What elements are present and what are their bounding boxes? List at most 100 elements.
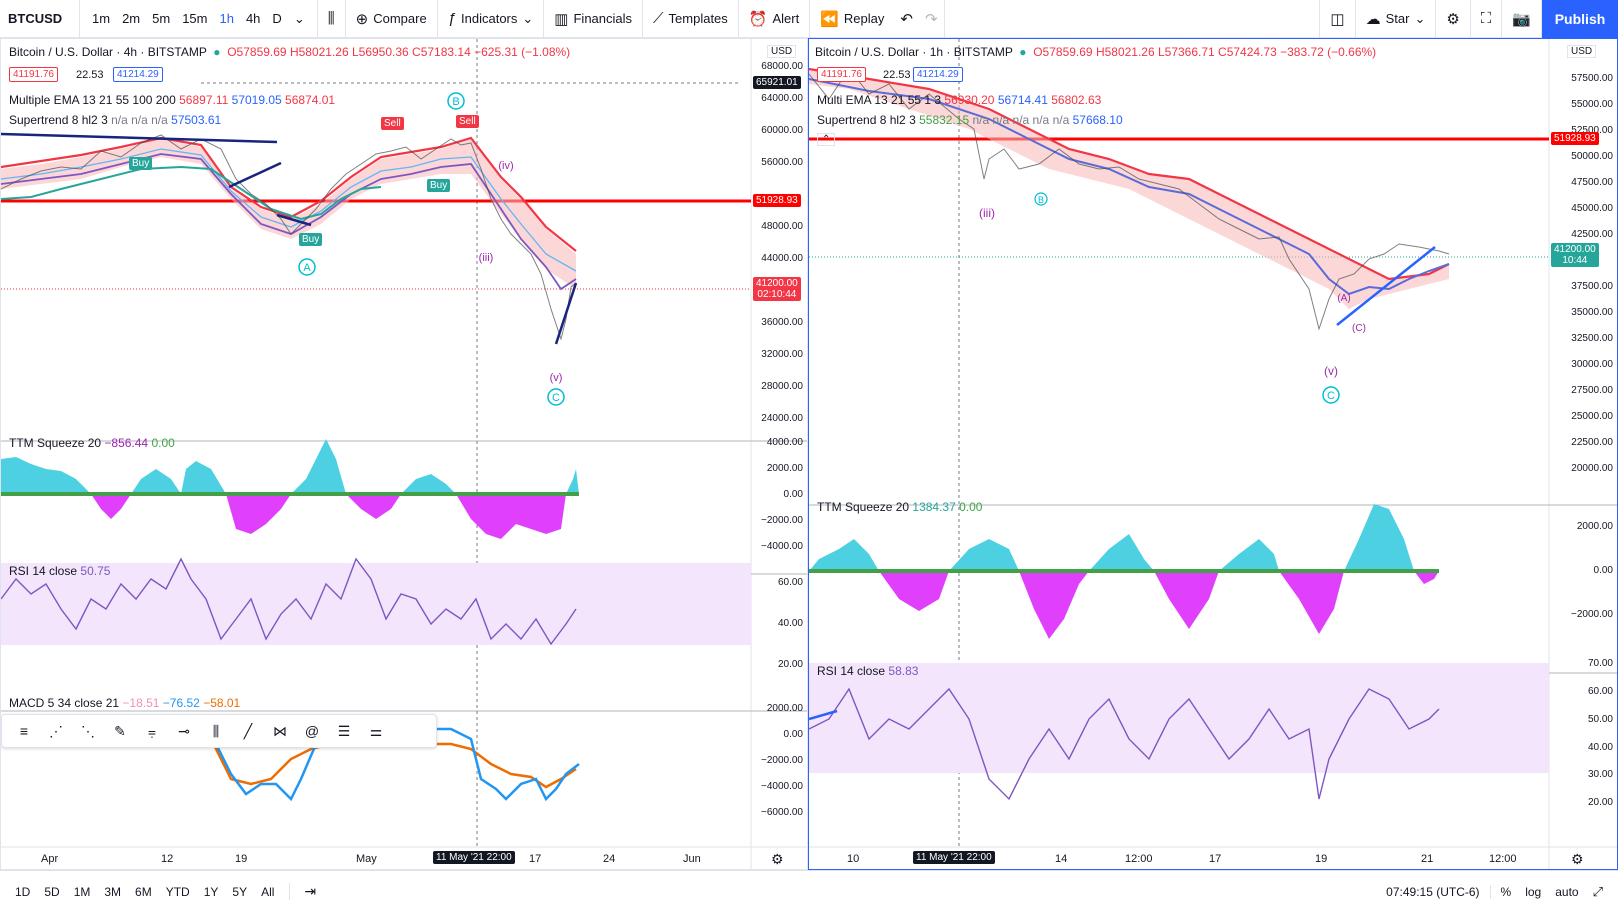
- percent-toggle[interactable]: %: [1500, 884, 1512, 899]
- interval-5m[interactable]: 5m: [152, 11, 171, 26]
- wave-pattern-icon[interactable]: ⋰: [49, 722, 63, 739]
- financials-button[interactable]: ▥ Financials: [544, 0, 644, 38]
- range-1y[interactable]: 1Y: [203, 884, 219, 899]
- price-tick: 24000.00: [761, 413, 803, 424]
- auto-toggle[interactable]: auto: [1555, 884, 1579, 899]
- wave-c-label: C: [552, 392, 560, 404]
- wave-iii-label: (iii): [479, 252, 494, 264]
- range-3m[interactable]: 3M: [104, 884, 122, 899]
- price-tick: 60000.00: [761, 125, 803, 136]
- redo-button[interactable]: ↷: [919, 0, 945, 38]
- left-chart-pane[interactable]: B A C (v) (iii) (iv) Bitcoin / U.S. Dol: [0, 38, 808, 870]
- range-1d[interactable]: 1D: [15, 884, 31, 899]
- camera-icon: 📷: [1512, 10, 1531, 28]
- chevron-down-icon[interactable]: ⌄: [293, 10, 305, 26]
- wave-c-small-label: (C): [1352, 323, 1366, 334]
- right-chart-canvas[interactable]: (iii) B (A) (C) (v) C: [809, 39, 1618, 870]
- range-1m[interactable]: 1M: [73, 884, 91, 899]
- range-ytd[interactable]: YTD: [165, 884, 190, 899]
- gear-icon[interactable]: ⚙: [771, 851, 784, 867]
- rsi-tick: 20.00: [777, 659, 803, 670]
- price-tick: 64000.00: [761, 93, 803, 104]
- bid-price[interactable]: 41191.76: [9, 67, 58, 82]
- supertrend-legend-title: Supertrend 8 hl2 3: [817, 113, 916, 127]
- screenshot-button[interactable]: 📷: [1502, 0, 1542, 38]
- supertrend-legend: Supertrend 8 hl2 3 n/a n/a n/a 57503.61: [9, 113, 221, 127]
- price-tick: 20000.00: [1571, 463, 1613, 474]
- goto-date-icon[interactable]: ⇥: [289, 883, 323, 900]
- settings-sliders-icon[interactable]: ⚌: [369, 722, 383, 739]
- replay-button[interactable]: ⏪ Replay: [810, 0, 894, 38]
- ttm-tick: −2000.00: [761, 515, 803, 526]
- xabcd-icon[interactable]: ⋈: [273, 722, 287, 739]
- ema-legend-title: Multi EMA 13 21 55 1 3: [817, 93, 942, 107]
- bars-icon[interactable]: ⫼: [212, 722, 220, 739]
- range-5d[interactable]: 5D: [44, 884, 60, 899]
- buy-signal: Buy: [299, 233, 323, 246]
- currency-label[interactable]: USD: [1567, 45, 1597, 58]
- price-tick: 30000.00: [1571, 359, 1613, 370]
- interval-4h[interactable]: 4h: [245, 11, 261, 26]
- interval-d[interactable]: D: [272, 11, 282, 26]
- range-6m[interactable]: 6M: [135, 884, 152, 899]
- rsi-tick: 50.00: [1587, 714, 1613, 725]
- log-toggle[interactable]: log: [1525, 884, 1542, 899]
- alert-button[interactable]: ⏰ Alert: [739, 0, 811, 38]
- clock-display[interactable]: 07:49:15 (UTC-6): [1379, 884, 1491, 899]
- trendline-icon[interactable]: ╱: [243, 722, 253, 739]
- abc-pattern-icon[interactable]: ⋱: [81, 722, 95, 739]
- ttm-value: −856.44: [104, 436, 149, 450]
- indicators-button[interactable]: ƒ Indicators ⌄: [438, 0, 545, 38]
- interval-1h[interactable]: 1h: [219, 11, 234, 26]
- bar-chart-icon: ▥: [554, 10, 569, 28]
- star-button[interactable]: ☁ Star ⌄: [1356, 0, 1437, 38]
- left-chart-canvas[interactable]: B A C (v) (iii) (iv): [1, 39, 808, 870]
- templates-button[interactable]: ⟋ Templates: [643, 0, 739, 38]
- wave-b-label: B: [1038, 195, 1044, 205]
- ask-price[interactable]: 41214.29: [113, 67, 163, 82]
- gear-icon: ⚙: [1446, 10, 1460, 28]
- fib-icon[interactable]: ⩦: [147, 722, 157, 739]
- price-tick: 22500.00: [1571, 437, 1613, 448]
- compare-button[interactable]: ⊕ Compare: [346, 0, 438, 38]
- chart-type-button[interactable]: ⫼: [318, 0, 346, 38]
- undo-button[interactable]: ↶: [894, 0, 919, 38]
- x-label: 17: [529, 853, 542, 865]
- bid-price[interactable]: 41191.76: [817, 67, 866, 82]
- interval-15m[interactable]: 15m: [182, 11, 208, 26]
- drag-handle-icon[interactable]: ≡: [19, 723, 29, 739]
- ask-price[interactable]: 41214.29: [913, 67, 963, 82]
- settings-button[interactable]: ⚙: [1436, 0, 1471, 38]
- ema-value-1: 56897.11: [179, 93, 229, 107]
- pen-icon[interactable]: ✎: [114, 722, 126, 739]
- macd-value-3: −58.01: [203, 696, 241, 710]
- interval-2m[interactable]: 2m: [122, 11, 141, 26]
- range-all[interactable]: All: [261, 884, 275, 899]
- ruler-icon[interactable]: ☰: [337, 722, 351, 739]
- ema-value-1: 56930.20: [944, 93, 995, 107]
- fullscreen-button[interactable]: ⛶: [1471, 0, 1503, 38]
- interval-1m[interactable]: 1m: [92, 11, 111, 26]
- spiral-icon[interactable]: @: [304, 723, 320, 739]
- star-label: Star: [1385, 11, 1410, 26]
- supertrend-last-value: 57668.10: [1072, 113, 1123, 127]
- line-icon[interactable]: ⊸: [178, 722, 190, 739]
- currency-label[interactable]: USD: [767, 45, 797, 58]
- expand-icon[interactable]: ⤢: [1592, 883, 1603, 899]
- gear-icon[interactable]: ⚙: [1571, 851, 1584, 867]
- layout-button[interactable]: ◫: [1319, 0, 1356, 38]
- right-chart-pane[interactable]: (iii) B (A) (C) (v) C Bitcoin / U.S. Dol…: [808, 38, 1618, 870]
- x-label: 10: [847, 853, 860, 865]
- live-dot-icon: ●: [1015, 45, 1030, 59]
- publish-button[interactable]: Publish: [1542, 0, 1618, 38]
- collapse-legend-button[interactable]: ⌃: [817, 133, 836, 146]
- ttm-histogram: [809, 504, 1439, 639]
- price-tick: 42500.00: [1571, 229, 1613, 240]
- range-5y[interactable]: 5Y: [232, 884, 248, 899]
- hline-price-label: 51928.93: [753, 194, 801, 207]
- x-cursor-label: 11 May '21 22:00: [913, 851, 995, 864]
- x-label: 12:00: [1125, 853, 1153, 865]
- symbol-search[interactable]: BTCUSD: [0, 0, 80, 38]
- price-tick: 56000.00: [761, 157, 803, 168]
- x-label: 19: [1315, 853, 1328, 865]
